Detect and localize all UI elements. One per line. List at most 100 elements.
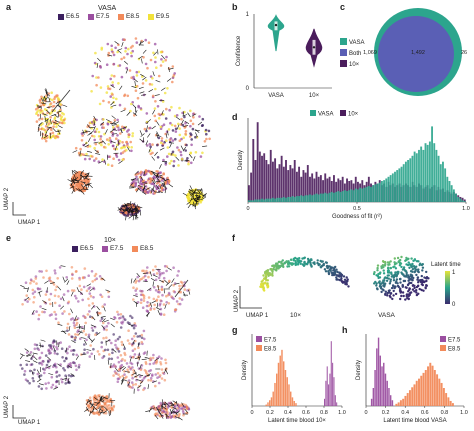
- umap-point: [382, 282, 385, 285]
- umap-point: [49, 351, 53, 355]
- velocity-arrow: [44, 116, 46, 122]
- histogram-bar: [433, 143, 436, 202]
- histogram-bar: [374, 370, 376, 406]
- umap-point: [21, 303, 24, 306]
- velocity-arrow: [111, 120, 116, 125]
- umap-point: [53, 294, 57, 298]
- umap-point: [51, 131, 55, 135]
- umap-point: [49, 344, 53, 347]
- umap-point: [146, 266, 149, 269]
- velocity-arrow: [46, 106, 52, 108]
- velocity-arrow: [133, 294, 139, 298]
- umap-point: [399, 278, 402, 281]
- velocity-arrow: [127, 381, 131, 387]
- umap-point: [146, 191, 149, 194]
- umap-point: [410, 257, 413, 260]
- umap-point: [113, 74, 116, 78]
- umap-point: [407, 276, 411, 279]
- umap-point: [419, 280, 423, 284]
- umap-point: [101, 158, 104, 161]
- umap-point: [409, 291, 412, 295]
- umap-point: [316, 261, 319, 265]
- umap-point: [131, 132, 135, 135]
- histogram-bar: [267, 164, 270, 202]
- umap-point: [150, 83, 154, 86]
- velocity-arrow: [93, 115, 97, 121]
- velocity-arrow: [159, 279, 165, 283]
- umap-point: [87, 404, 90, 408]
- velocity-arrow: [46, 127, 51, 132]
- velocity-arrow: [99, 121, 105, 126]
- histogram-bar: [348, 190, 351, 202]
- umap-point: [92, 296, 95, 299]
- legend-label: 10×: [348, 112, 359, 118]
- umap-point: [71, 176, 74, 179]
- umap-point: [137, 367, 141, 370]
- umap-point: [171, 76, 175, 79]
- umap-point: [137, 388, 140, 392]
- velocity-arrow: [183, 291, 186, 297]
- histogram-bar: [411, 155, 414, 202]
- histogram-bar: [413, 384, 416, 406]
- velocity-arrow: [93, 141, 99, 144]
- umap-point: [47, 360, 50, 364]
- x-axis-label: Latent time blood 10×: [268, 418, 326, 424]
- velocity-arrow: [194, 196, 200, 200]
- umap-point: [389, 292, 393, 295]
- velocity-arrow: [144, 374, 150, 377]
- umap-point: [131, 376, 134, 380]
- velocity-arrow: [67, 377, 70, 383]
- umap-point: [89, 315, 92, 318]
- umap-point: [39, 111, 42, 114]
- umap-point: [148, 126, 152, 130]
- umap-point: [402, 279, 405, 283]
- velocity-arrow: [37, 290, 43, 294]
- umap-point: [52, 339, 56, 342]
- umap-point: [294, 262, 297, 265]
- histogram-bar: [330, 181, 333, 202]
- legend-label: E7.5: [264, 338, 277, 344]
- umap-point: [117, 158, 121, 162]
- histogram-bar: [274, 198, 277, 202]
- velocity-arrow: [154, 151, 158, 156]
- histogram-bar: [270, 397, 273, 406]
- velocity-arrow: [165, 282, 170, 286]
- velocity-arrow: [103, 396, 109, 400]
- umap-point: [172, 160, 176, 163]
- velocity-arrow: [141, 358, 147, 360]
- velocity-arrow: [189, 191, 194, 196]
- umap-point: [117, 82, 120, 85]
- umap-point: [190, 138, 193, 141]
- umap-point: [157, 117, 161, 120]
- umap-point: [340, 274, 343, 278]
- histogram-bar: [311, 195, 314, 202]
- umap-point: [192, 112, 195, 116]
- umap-point: [90, 90, 93, 93]
- histogram-bar: [438, 378, 441, 406]
- umap-point: [112, 96, 115, 100]
- umap-point: [130, 54, 133, 58]
- umap-point: [65, 357, 68, 361]
- umap-e-cluster: [109, 349, 169, 394]
- umap-point: [266, 269, 270, 272]
- velocity-arrow: [37, 105, 43, 108]
- umap-point: [400, 255, 403, 259]
- velocity-arrow: [71, 189, 75, 194]
- umap-point: [93, 135, 96, 138]
- umap-point: [66, 329, 69, 332]
- velocity-arrow: [132, 202, 136, 208]
- umap-point: [114, 343, 117, 347]
- umap-point: [102, 99, 105, 103]
- umap-point: [119, 354, 123, 357]
- umap-a-cluster: [117, 201, 143, 221]
- umap-point: [30, 357, 33, 360]
- velocity-arrow: [53, 121, 59, 125]
- umap-point: [396, 256, 400, 260]
- umap-point: [94, 157, 98, 160]
- histogram-bar: [413, 151, 416, 202]
- umap-point: [102, 118, 105, 121]
- histogram-bar: [295, 403, 297, 406]
- umap-point: [411, 263, 414, 266]
- umap-point: [287, 260, 290, 263]
- velocity-arrow: [154, 357, 160, 361]
